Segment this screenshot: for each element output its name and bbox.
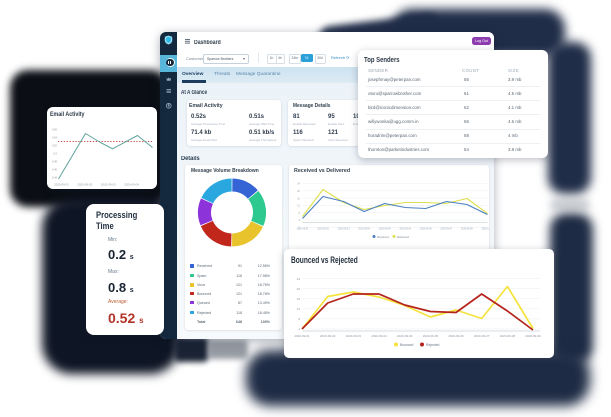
svg-text:2020-09-02: 2020-09-02 bbox=[77, 182, 92, 186]
svg-text:Bounced: Bounced bbox=[400, 343, 413, 347]
svg-text:2020-09-03: 2020-09-03 bbox=[337, 228, 349, 230]
svg-text:0: 0 bbox=[298, 225, 300, 229]
svg-text:2020-09-01: 2020-09-01 bbox=[294, 334, 310, 338]
svg-text:8: 8 bbox=[298, 317, 300, 321]
svg-text:2020-09-04: 2020-09-04 bbox=[358, 228, 370, 230]
svg-text:8: 8 bbox=[298, 210, 300, 214]
svg-text:20: 20 bbox=[297, 287, 301, 291]
svg-text:0.56: 0.56 bbox=[51, 127, 57, 131]
svg-text:2020-09-08: 2020-09-08 bbox=[500, 334, 516, 338]
svg-text:16: 16 bbox=[297, 196, 300, 200]
svg-text:2020-09-07: 2020-09-07 bbox=[474, 334, 490, 338]
svg-text:12: 12 bbox=[297, 307, 301, 311]
svg-text:16: 16 bbox=[297, 297, 301, 301]
svg-text:4: 4 bbox=[298, 327, 300, 331]
svg-text:2020-09-06: 2020-09-06 bbox=[448, 334, 464, 338]
svg-text:2020-09-01: 2020-09-01 bbox=[296, 228, 308, 230]
svg-text:12: 12 bbox=[297, 203, 300, 207]
svg-text:0.48: 0.48 bbox=[51, 159, 57, 163]
svg-text:20: 20 bbox=[297, 189, 300, 193]
svg-text:2020-09-09: 2020-09-09 bbox=[525, 334, 541, 338]
svg-text:0.44: 0.44 bbox=[51, 175, 57, 179]
svg-text:0.52: 0.52 bbox=[51, 143, 57, 147]
svg-text:2020-09-08: 2020-09-08 bbox=[461, 228, 473, 230]
svg-text:2020-09-04: 2020-09-04 bbox=[124, 182, 139, 186]
svg-text:2020-09-07: 2020-09-07 bbox=[440, 228, 452, 230]
svg-text:2020-09-06: 2020-09-06 bbox=[419, 228, 431, 230]
svg-text:0.54: 0.54 bbox=[51, 135, 57, 139]
svg-text:0.46: 0.46 bbox=[51, 167, 57, 171]
svg-text:2020-09-05: 2020-09-05 bbox=[423, 334, 439, 338]
svg-text:0.5: 0.5 bbox=[53, 151, 57, 155]
svg-text:Received: Received bbox=[377, 234, 389, 238]
svg-text:Rejected: Rejected bbox=[426, 343, 439, 347]
svg-text:24: 24 bbox=[297, 277, 301, 281]
svg-text:24: 24 bbox=[297, 181, 300, 185]
svg-text:2020-09-04: 2020-09-04 bbox=[397, 334, 413, 338]
svg-text:2020-09-04: 2020-09-04 bbox=[378, 228, 390, 230]
svg-text:Delivered: Delivered bbox=[397, 234, 409, 238]
svg-text:2020-09-05: 2020-09-05 bbox=[399, 228, 411, 230]
svg-text:2020-09-03: 2020-09-03 bbox=[346, 334, 362, 338]
svg-text:2020-09-03: 2020-09-03 bbox=[100, 182, 115, 186]
svg-text:2020-09-02: 2020-09-02 bbox=[320, 334, 336, 338]
svg-text:2020-09-09: 2020-09-09 bbox=[481, 228, 488, 230]
svg-text:2020-09-04: 2020-09-04 bbox=[371, 334, 387, 338]
svg-text:2020-09-02: 2020-09-02 bbox=[317, 228, 329, 230]
svg-text:4: 4 bbox=[298, 218, 300, 222]
svg-text:2020-09-01: 2020-09-01 bbox=[54, 182, 69, 186]
